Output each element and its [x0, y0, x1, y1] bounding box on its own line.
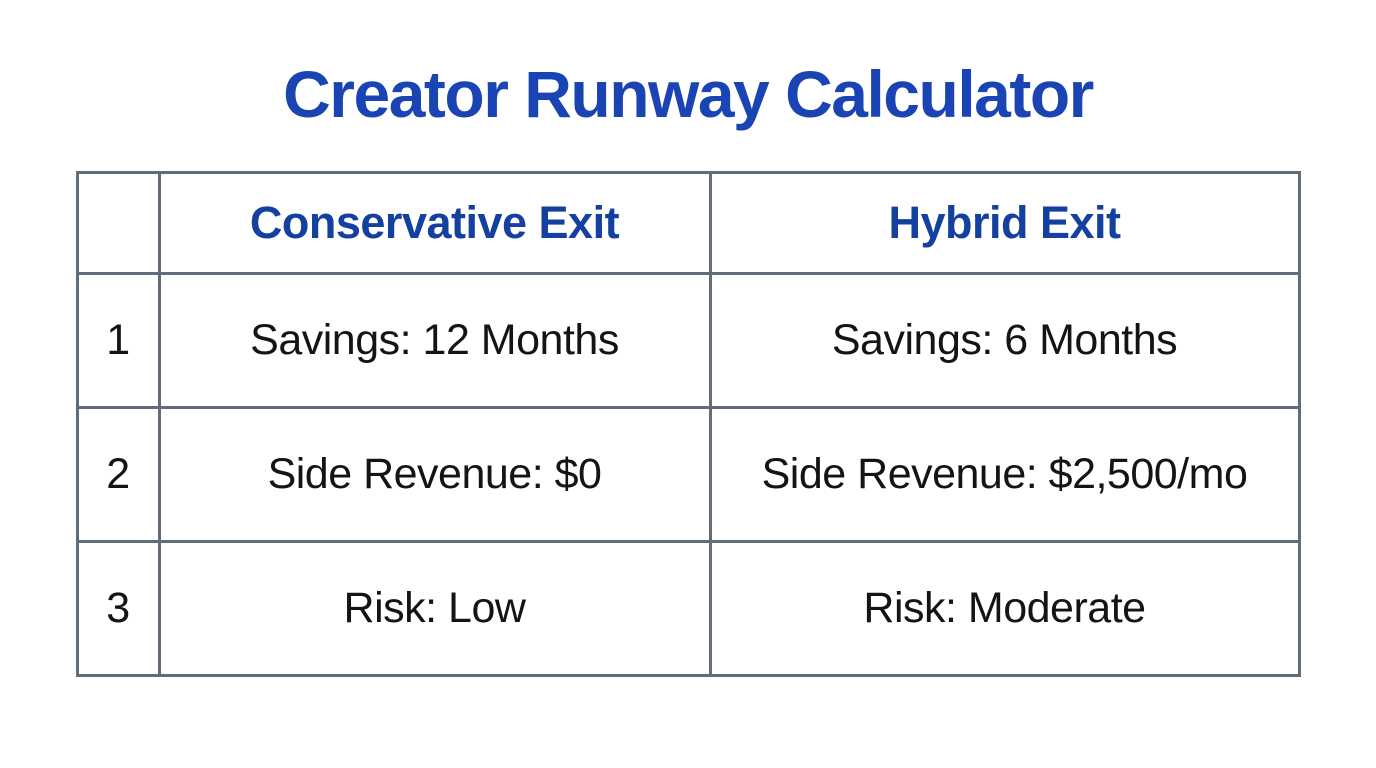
- table-row-3: 3 Risk: Low Risk: Moderate: [75, 539, 1301, 677]
- row-number-cell: 3: [75, 539, 161, 677]
- table-header-row: Conservative Exit Hybrid Exit: [75, 170, 1301, 275]
- table-cell-conservative-revenue: Side Revenue: $0: [157, 405, 712, 543]
- page-title: Creator Runway Calculator: [283, 57, 1094, 131]
- table-row-2: 2 Side Revenue: $0 Side Revenue: $2,500/…: [75, 405, 1301, 543]
- table-cell-hybrid-savings: Savings: 6 Months: [708, 271, 1301, 409]
- table-cell-conservative-savings: Savings: 12 Months: [157, 271, 712, 409]
- corner-header-cell: [75, 170, 161, 275]
- table-cell-hybrid-revenue: Side Revenue: $2,500/mo: [708, 405, 1301, 543]
- table-cell-conservative-risk: Risk: Low: [157, 539, 712, 677]
- table-row-1: 1 Savings: 12 Months Savings: 6 Months: [75, 271, 1301, 409]
- table-cell-hybrid-risk: Risk: Moderate: [708, 539, 1301, 677]
- row-number-cell: 1: [75, 271, 161, 409]
- page: Creator Runway Calculator Conservative E…: [0, 58, 1376, 768]
- column-header-conservative-exit: Conservative Exit: [157, 170, 712, 275]
- column-header-hybrid-exit: Hybrid Exit: [708, 170, 1301, 275]
- row-number-cell: 2: [75, 405, 161, 543]
- comparison-table: Conservative Exit Hybrid Exit 1 Savings:…: [75, 170, 1301, 677]
